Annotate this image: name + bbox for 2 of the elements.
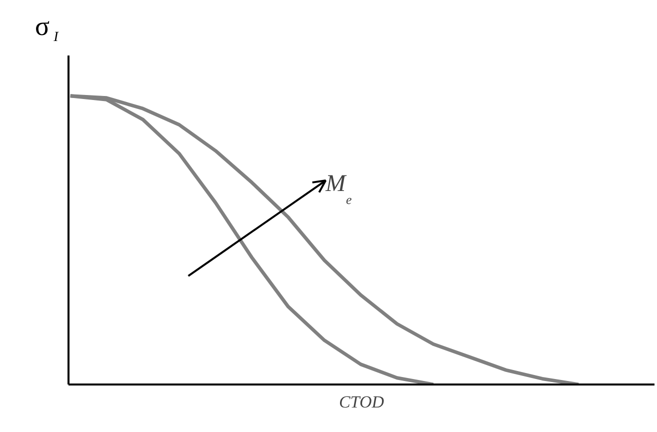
x-axis-title: CTOD bbox=[338, 392, 385, 412]
y-axis-title: σ$_{I}$ bbox=[34, 10, 58, 48]
